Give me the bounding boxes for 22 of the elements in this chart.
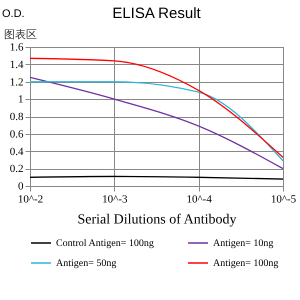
x-axis-title: Serial Dilutions of Antibody — [77, 212, 237, 228]
text: 图表区 — [4, 28, 37, 41]
y-tick-label: 1 — [18, 94, 24, 106]
y-tick-label: 0.2 — [10, 163, 24, 176]
chart-title: ELISA Result — [112, 5, 202, 22]
y-axis-title: O.D. — [2, 8, 25, 20]
x-tick-label: 10^-2 — [18, 194, 44, 206]
y-tick-label: 0.4 — [10, 146, 24, 158]
legend-label: Antigen= 10ng — [213, 238, 274, 249]
y-tick-label: 1.6 — [10, 42, 24, 54]
line-series — [29, 58, 284, 158]
legend-label: Antigen= 50ng — [56, 258, 116, 269]
y-tick-label: 0.8 — [10, 111, 24, 123]
x-tick-label: 10^-4 — [186, 194, 212, 206]
y-tick-label: 1.4 — [10, 58, 24, 71]
y-tick-label: 0 — [18, 180, 24, 192]
x-tick-label: 10^-3 — [102, 194, 128, 206]
legend-label: Control Antigen= 100ng — [56, 238, 154, 249]
x-tick-label: 10^-5 — [270, 194, 297, 206]
y-tick-label: 0.6 — [10, 128, 24, 140]
legend-label: Antigen= 100ng — [213, 258, 278, 269]
y-tick-label: 1.2 — [10, 76, 24, 88]
